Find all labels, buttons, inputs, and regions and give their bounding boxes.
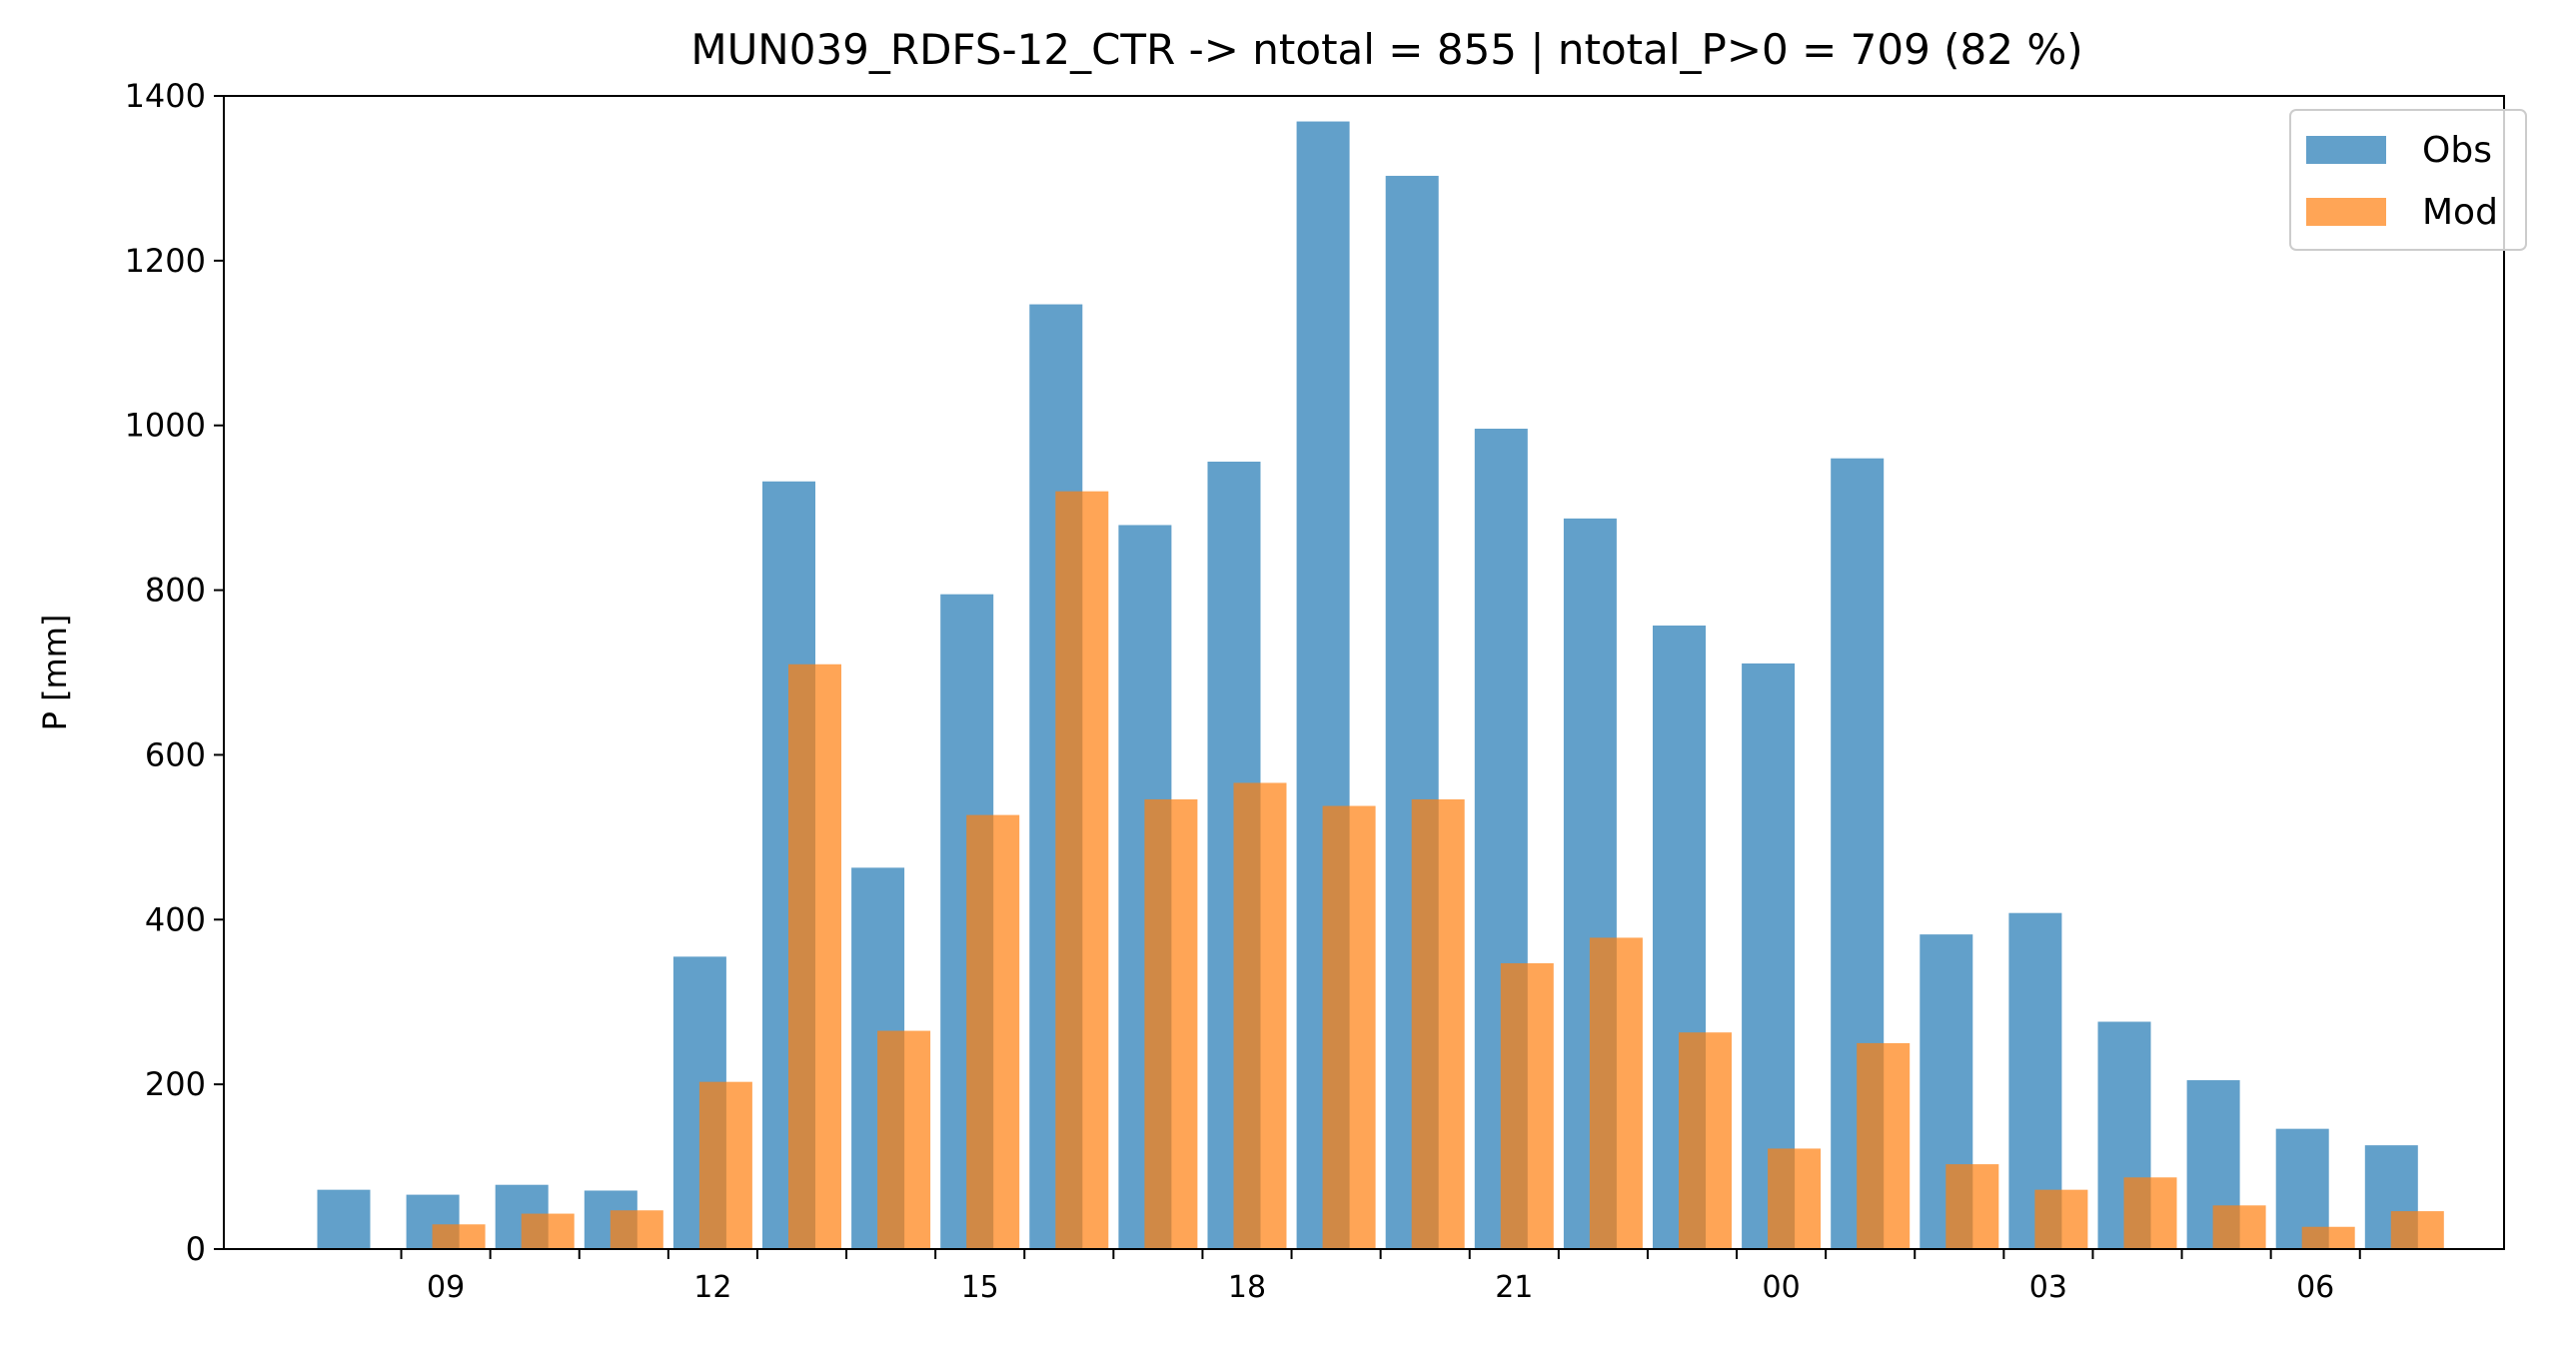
- mod-bar: [610, 1210, 663, 1249]
- mod-bar: [1144, 798, 1198, 1249]
- legend-label: Obs: [2422, 130, 2492, 171]
- mod-bar: [521, 1213, 575, 1249]
- x-tick-label: 15: [961, 1270, 999, 1305]
- mod-bar: [1679, 1032, 1732, 1249]
- y-tick-label: 200: [145, 1065, 206, 1103]
- mod-bar: [1055, 491, 1109, 1250]
- mod-bar: [1411, 798, 1465, 1249]
- mod-bar: [1945, 1164, 1999, 1249]
- legend-swatch: [2306, 136, 2386, 164]
- y-tick-label: 600: [145, 735, 206, 773]
- mod-bar: [877, 1030, 931, 1249]
- legend-swatch: [2306, 198, 2386, 226]
- x-tick-label: 09: [427, 1270, 465, 1305]
- y-tick-label: 1000: [125, 407, 206, 445]
- mod-bar: [698, 1081, 752, 1249]
- mod-bar: [2034, 1189, 2088, 1249]
- y-axis-label: P [mm]: [36, 615, 74, 731]
- y-tick-label: 400: [145, 900, 206, 938]
- x-tick-label: 00: [1763, 1270, 1801, 1305]
- mod-bar: [2390, 1211, 2444, 1249]
- x-axis: 09 12 15 18 21 00 03 06: [400, 1249, 2361, 1305]
- y-tick-label: 1400: [125, 77, 206, 115]
- y-tick-label: 800: [145, 572, 206, 610]
- x-tick-label: 21: [1495, 1270, 1533, 1305]
- mod-bar: [432, 1224, 486, 1249]
- mod-bar: [1768, 1148, 1822, 1249]
- obs-bar: [317, 1189, 371, 1249]
- mod-bar: [1322, 805, 1376, 1249]
- plot-frame: [223, 95, 2505, 1250]
- mod-bar: [2301, 1226, 2355, 1249]
- mod-bar: [1589, 937, 1643, 1249]
- mod-bar: [2123, 1177, 2177, 1249]
- mod-series: [432, 491, 2444, 1250]
- x-tick-label: 18: [1228, 1270, 1266, 1305]
- mod-bar: [2212, 1205, 2266, 1249]
- mod-bar: [1233, 782, 1287, 1249]
- x-tick-label: 03: [2029, 1270, 2067, 1305]
- x-tick-label: 06: [2296, 1270, 2334, 1305]
- legend: Obs Mod: [2289, 109, 2527, 251]
- mod-bar: [966, 814, 1020, 1249]
- y-tick-label: 1200: [125, 242, 206, 280]
- y-axis: 0 200 400 600 800 1000 1200 1400: [125, 77, 224, 1268]
- x-tick-label: 12: [693, 1270, 731, 1305]
- y-tick-label: 0: [186, 1230, 206, 1268]
- chart-title: MUN039_RDFS-12_CTR -> ntotal = 855 | nto…: [690, 25, 2082, 74]
- mod-bar: [1857, 1042, 1911, 1249]
- mod-bar: [1500, 962, 1554, 1249]
- legend-label: Mod: [2422, 192, 2498, 233]
- mod-bar: [788, 664, 841, 1249]
